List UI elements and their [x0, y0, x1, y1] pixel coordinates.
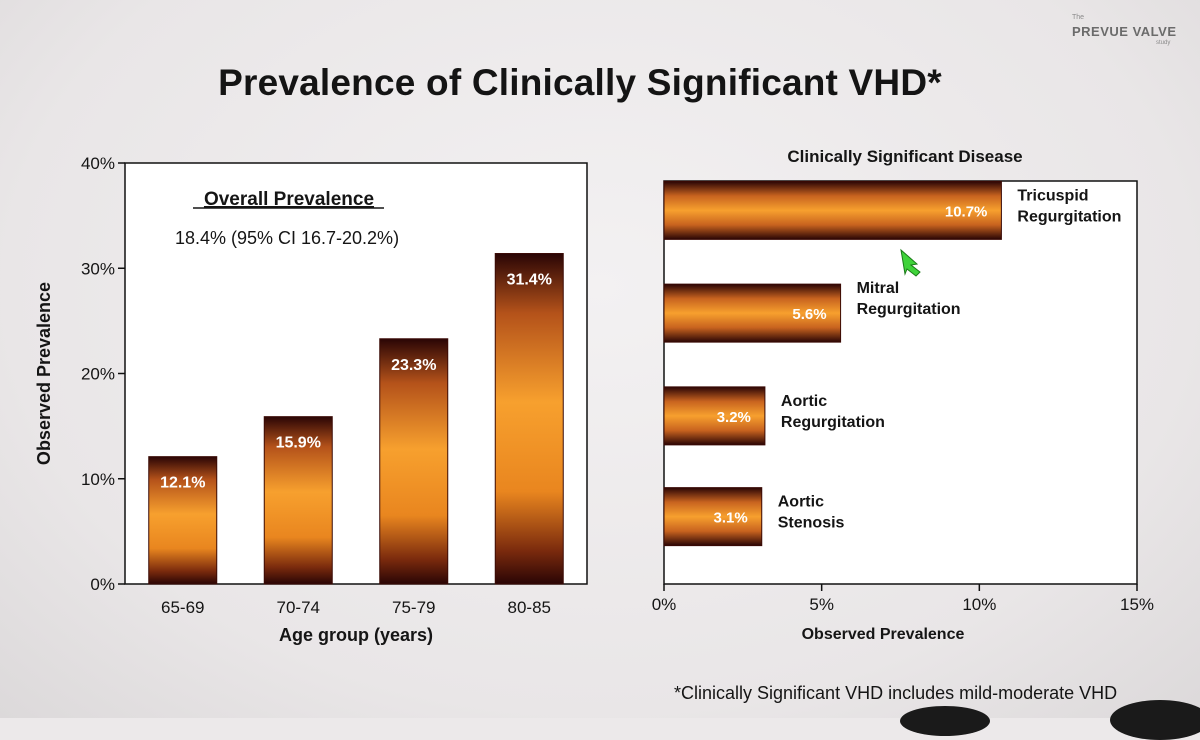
slide-title: Prevalence of Clinically Significant VHD…: [218, 62, 942, 103]
bar-data-label: 23.3%: [391, 357, 436, 374]
category-label: Stenosis: [778, 515, 845, 532]
x-tick-label: 70-74: [277, 598, 320, 617]
bar: [263, 416, 333, 585]
category-label: Regurgitation: [781, 414, 885, 431]
bar: [663, 386, 766, 446]
bar: [148, 456, 218, 585]
bar-data-label: 31.4%: [507, 272, 552, 289]
bar: [663, 487, 763, 547]
audience-head-shape: [900, 706, 990, 736]
x-tick-label: 10%: [962, 595, 996, 614]
logo-name-text: PREVUE VALVE: [1072, 24, 1177, 39]
category-label: Regurgitation: [1017, 208, 1121, 225]
bar: [494, 253, 564, 585]
logo-study-text: study: [1156, 40, 1171, 46]
category-label: Aortic: [778, 494, 824, 511]
disease-bar-chart: Clinically Significant Disease 0% 5% 10% 15%…: [652, 147, 1154, 643]
x-axis-label: Observed Prevalence: [802, 626, 965, 643]
category-label: Aortic: [781, 393, 827, 410]
x-tick-label: 75-79: [392, 598, 435, 617]
x-tick-label: 0%: [652, 595, 677, 614]
x-tick-label: 5%: [809, 595, 834, 614]
cursor-arrow-icon: [900, 248, 921, 277]
age-group-bar-chart: 0% 10% 20% 30% 40% 12.1% 65-69 15.9% 70-74 23.3% 7…: [34, 154, 588, 645]
bar: [663, 283, 842, 343]
prevue-valve-logo: The PREVUE VALVE study: [1066, 14, 1186, 48]
bar-data-label: 10.7%: [945, 203, 988, 220]
category-label: Mitral: [857, 280, 900, 297]
bar-data-label: 5.6%: [792, 306, 826, 323]
bar-data-label: 12.1%: [160, 475, 205, 492]
logo-the-text: The: [1072, 14, 1085, 21]
y-tick-label: 20%: [81, 365, 115, 384]
y-tick-label: 0%: [90, 575, 115, 594]
y-tick-label: 40%: [81, 154, 115, 173]
charts-canvas: 0% 10% 20% 30% 40% 12.1% 65-69 15.9% 70-74 23.3% 7…: [34, 147, 1154, 645]
x-tick-label: 80-85: [508, 598, 551, 617]
footnote: *Clinically Significant VHD includes mil…: [674, 683, 1118, 703]
x-tick-label: 15%: [1120, 595, 1154, 614]
bar-data-label: 3.2%: [717, 409, 751, 426]
annotation-text: 18.4% (95% CI 16.7-20.2%): [175, 228, 399, 248]
annotation-title: Overall Prevalence: [204, 189, 374, 210]
x-tick-label: 65-69: [161, 598, 204, 617]
y-tick-label: 30%: [81, 259, 115, 278]
chart-title: Clinically Significant Disease: [787, 147, 1022, 166]
bar: [663, 180, 1002, 240]
bar-data-label: 15.9%: [276, 435, 321, 452]
category-label: Regurgitation: [857, 301, 961, 318]
y-axis-label: Observed Prevalence: [34, 282, 54, 465]
audience-head-shape: [1110, 700, 1200, 740]
bar-data-label: 3.1%: [714, 510, 748, 527]
bar: [379, 338, 449, 585]
category-label: Tricuspid: [1017, 187, 1088, 204]
y-tick-label: 10%: [81, 470, 115, 489]
x-axis-label: Age group (years): [279, 625, 433, 645]
